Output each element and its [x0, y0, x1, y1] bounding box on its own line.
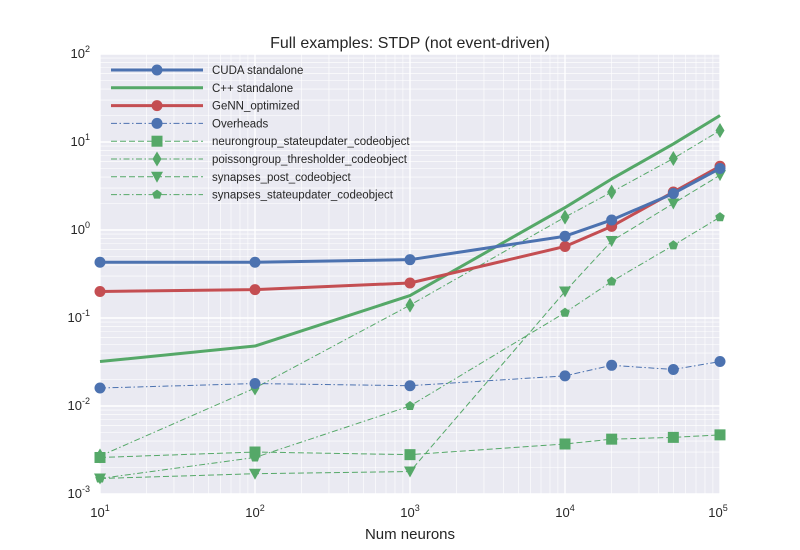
- series-layer: [94, 114, 726, 485]
- data-point: [714, 356, 726, 368]
- chart-title: Full examples: STDP (not event-driven): [270, 35, 550, 52]
- data-point: [667, 198, 680, 210]
- y-tick-label: 100: [71, 220, 90, 237]
- data-point: [714, 429, 726, 441]
- legend-label: GeNN_optimized: [212, 101, 300, 113]
- data-point: [404, 449, 416, 461]
- data-point: [95, 448, 105, 464]
- data-point: [559, 286, 571, 298]
- legend-item: CUDA standalone: [111, 64, 303, 77]
- data-point: [606, 214, 618, 226]
- series-c-standalone: [99, 114, 721, 364]
- data-point: [405, 401, 415, 411]
- series-line: [99, 114, 721, 364]
- legend-marker: [152, 189, 162, 199]
- data-point: [559, 370, 571, 382]
- series-overheads: [94, 356, 726, 394]
- legend-marker: [151, 135, 163, 147]
- data-point: [559, 230, 571, 242]
- data-point: [715, 123, 725, 139]
- legend-item: Overheads: [111, 117, 269, 130]
- data-point: [249, 446, 261, 458]
- legend-label: synapses_post_codeobject: [212, 172, 352, 184]
- legend-label: CUDA standalone: [212, 65, 303, 77]
- data-point: [94, 256, 106, 268]
- y-tick-label: 10-3: [68, 484, 90, 501]
- x-tick-label: 102: [245, 503, 264, 520]
- data-point: [667, 431, 679, 443]
- data-point: [404, 277, 416, 289]
- data-point: [559, 240, 571, 252]
- legend-label: synapses_stateupdater_codeobject: [212, 190, 394, 202]
- legend-item: synapses_post_codeobject: [111, 171, 352, 184]
- data-point: [606, 276, 617, 286]
- legend: CUDA standalone C++ standalone GeNN_optimi…: [111, 64, 410, 202]
- data-point: [404, 380, 416, 392]
- data-point: [715, 212, 725, 222]
- x-tick-label: 105: [708, 503, 727, 520]
- x-tick-label: 103: [400, 503, 419, 520]
- legend-label: poissongroup_thresholder_codeobject: [212, 154, 408, 166]
- legend-label: neurongroup_stateupdater_codeobject: [212, 136, 410, 148]
- series-poissongroup-thresholder-codeobject: [95, 123, 725, 464]
- series-cuda-standalone: [94, 162, 726, 268]
- legend-item: neurongroup_stateupdater_codeobject: [111, 135, 410, 148]
- legend-item: poissongroup_thresholder_codeobject: [111, 151, 408, 167]
- data-point: [668, 150, 678, 166]
- data-point: [249, 284, 261, 296]
- data-point: [560, 307, 570, 317]
- data-point: [667, 363, 679, 375]
- y-tick-label: 10-1: [68, 308, 90, 325]
- legend-marker: [151, 64, 163, 76]
- data-point: [250, 452, 260, 462]
- data-point: [94, 382, 106, 394]
- x-axis-label: Num neurons: [365, 526, 455, 543]
- legend-label: C++ standalone: [212, 83, 293, 95]
- data-point: [405, 297, 415, 313]
- data-point: [606, 359, 618, 371]
- tick-labels: 101 102 103 104 105 10-3 10-2 10-1 100 101 102: [68, 44, 728, 520]
- data-point: [606, 433, 618, 445]
- data-point: [95, 473, 105, 483]
- data-point: [605, 235, 618, 247]
- y-tick-label: 101: [71, 132, 90, 149]
- data-point: [559, 438, 571, 450]
- legend-item: GeNN_optimized: [111, 100, 300, 113]
- legend-marker: [152, 151, 162, 167]
- data-point: [404, 254, 416, 266]
- legend-marker: [151, 100, 163, 112]
- data-point: [560, 209, 570, 225]
- x-tick-label: 104: [555, 503, 574, 520]
- legend-item: C++ standalone: [111, 83, 293, 95]
- legend-label: Overheads: [212, 118, 269, 130]
- data-point: [404, 466, 416, 478]
- y-tick-label: 102: [71, 44, 90, 61]
- y-tick-label: 10-2: [68, 396, 90, 413]
- x-tick-label: 101: [90, 503, 109, 520]
- data-point: [607, 184, 617, 200]
- legend-item: synapses_stateupdater_codeobject: [111, 189, 394, 202]
- data-point: [714, 162, 726, 174]
- data-point: [94, 286, 106, 298]
- data-point: [249, 378, 261, 390]
- data-point: [668, 240, 679, 250]
- legend-marker: [151, 117, 163, 129]
- data-point: [667, 187, 679, 199]
- legend-marker: [151, 171, 163, 183]
- data-point: [249, 468, 261, 480]
- series-synapses-stateupdater-codeobject: [95, 212, 725, 483]
- data-point: [249, 256, 261, 268]
